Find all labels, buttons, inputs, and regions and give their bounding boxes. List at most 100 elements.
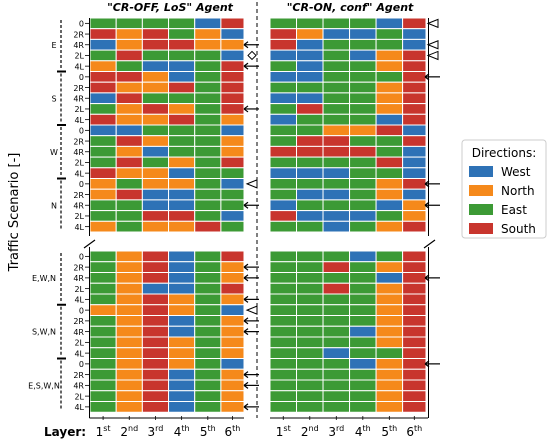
left-bottom-cell <box>194 379 222 392</box>
right-bottom-cell <box>269 250 298 263</box>
right-top-cell <box>322 71 351 83</box>
right-bottom-cell <box>322 379 351 392</box>
left-bottom-cell <box>194 272 222 284</box>
axis-break-mark <box>423 239 436 249</box>
left-top-cell <box>89 124 117 137</box>
panel-title-right: "CR-ON, conf" Agent <box>287 1 414 14</box>
right-top-cell <box>322 199 351 212</box>
left-bottom-cell <box>194 304 222 316</box>
left-bottom-cell <box>194 390 222 402</box>
legend-entry-label: East <box>501 203 527 217</box>
left-top-cell <box>115 124 143 137</box>
right-top-cell <box>349 92 377 105</box>
right-top-cell <box>269 71 298 83</box>
row-label: 2R <box>73 191 84 200</box>
y-axis-label: Traffic Scenario [-] <box>7 153 22 273</box>
right-bottom-cell <box>349 368 377 381</box>
row-label: 2L <box>74 159 84 168</box>
right-bottom-cell <box>375 379 404 392</box>
left-top-cell <box>141 38 170 51</box>
left-bottom-cell <box>168 293 196 306</box>
right-top-cell <box>402 210 427 222</box>
left-bottom-cell <box>115 293 143 306</box>
left-bottom-cell <box>220 336 245 349</box>
right-top-cell <box>375 49 404 62</box>
left-top-cell <box>115 60 143 72</box>
left-bottom-cell <box>168 261 196 273</box>
right-top-cell <box>269 49 298 62</box>
left-top-cell <box>168 124 196 137</box>
right-bottom-cell <box>375 250 404 263</box>
left-bottom-cell <box>168 304 196 316</box>
right-bottom-cell <box>296 368 324 381</box>
right-bottom-cell <box>322 401 351 413</box>
left-bottom-cell <box>194 250 222 263</box>
row-label: 4R <box>73 94 84 103</box>
right-bottom-cell <box>296 250 324 263</box>
right-bottom-cell <box>322 368 351 381</box>
right-top-cell <box>296 135 324 147</box>
left-bottom-cell <box>115 272 143 284</box>
marker-left-top-triangle <box>245 179 258 189</box>
right-bottom-cell <box>296 272 324 284</box>
left-top-cell <box>220 135 245 147</box>
left-top-cell <box>168 38 196 51</box>
left-bottom-cell <box>194 293 222 306</box>
left-top-cell <box>194 81 222 94</box>
left-top-cell <box>141 145 170 158</box>
right-bottom-cell <box>349 272 377 284</box>
left-top-cell <box>89 188 117 201</box>
right-bottom-cell <box>322 315 351 327</box>
right-top-cell <box>349 167 377 180</box>
right-bottom-cell <box>269 401 298 413</box>
right-top-cell <box>349 156 377 169</box>
left-bottom-cell <box>89 390 117 402</box>
right-bottom-cell <box>402 293 427 306</box>
right-bottom-cell <box>375 272 404 284</box>
left-top-cell <box>220 188 245 201</box>
right-top-cell <box>322 38 351 51</box>
left-bottom-cell <box>89 336 117 349</box>
right-top-cell <box>349 113 377 126</box>
right-top-cell <box>322 188 351 201</box>
left-bottom-cell <box>141 293 170 306</box>
right-top-cell <box>296 178 324 190</box>
right-top-cell <box>349 188 377 201</box>
row-label: 2R <box>73 317 84 326</box>
row-label: 4L <box>74 62 84 71</box>
left-top-cell <box>194 71 222 83</box>
legend-entry-label: West <box>501 165 531 179</box>
left-bottom-cell <box>141 390 170 402</box>
right-bottom-cell <box>375 304 404 316</box>
right-top-cell <box>402 145 427 158</box>
left-top-cell <box>141 210 170 222</box>
right-bottom-cell <box>375 336 404 349</box>
group-top-label: E <box>51 41 56 50</box>
left-top-cell <box>89 60 117 72</box>
legend-entry-label: South <box>501 222 536 236</box>
right-top-cell <box>322 156 351 169</box>
left-top-cell <box>89 178 117 190</box>
right-bottom-cell <box>296 336 324 349</box>
x-right-tick-label: 2nd <box>301 424 319 439</box>
left-bottom-cell <box>141 358 170 370</box>
left-top-cell <box>89 92 117 105</box>
left-bottom-cell <box>220 358 245 370</box>
left-bottom-cell <box>141 250 170 263</box>
right-bottom-cell <box>349 358 377 370</box>
right-top-cell <box>269 17 298 30</box>
right-bottom-cell <box>269 336 298 349</box>
right-top-cell <box>375 178 404 190</box>
right-top-cell <box>269 199 298 212</box>
left-bottom-cell <box>194 282 222 295</box>
row-label: 0 <box>79 180 84 189</box>
right-bottom-cell <box>402 336 427 349</box>
right-bottom-cell <box>322 261 351 273</box>
left-top-cell <box>89 17 117 30</box>
right-bottom-cell <box>375 347 404 359</box>
right-bottom-cell <box>349 347 377 359</box>
left-bottom-cell <box>89 315 117 327</box>
right-bottom-cell <box>296 358 324 370</box>
left-top-cell <box>168 178 196 190</box>
left-top-cell <box>168 60 196 72</box>
